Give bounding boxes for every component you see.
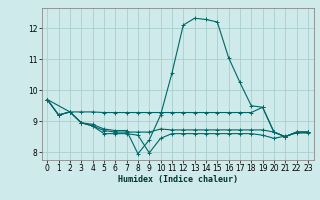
X-axis label: Humidex (Indice chaleur): Humidex (Indice chaleur) (118, 175, 237, 184)
